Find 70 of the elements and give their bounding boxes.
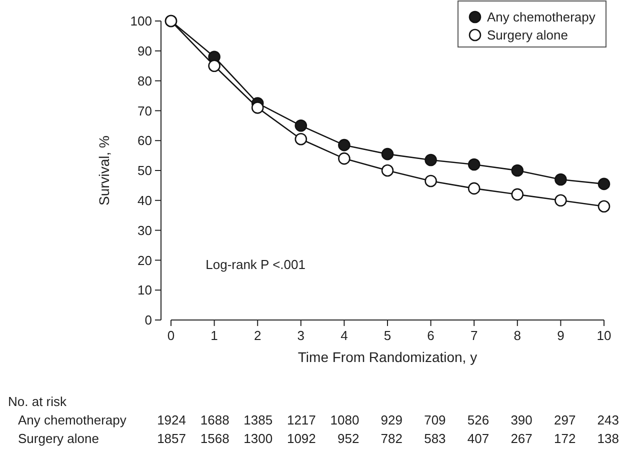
y-tick-label: 100 [130,14,152,29]
point [554,194,567,207]
x-tick-label: 6 [427,328,434,343]
point [294,120,308,132]
point [424,154,437,166]
point [554,173,567,186]
point [381,148,394,160]
x-tick-label: 5 [384,328,392,343]
x-axis-title: Time From Randomization, y [298,349,478,365]
text: 929 [380,412,402,428]
y-tick-label: 10 [138,282,152,298]
y-tick-label: 0 [144,312,152,328]
text: 1300 [244,431,273,446]
point [294,132,308,146]
text: Any chemotherapy [18,412,127,428]
point [511,188,524,201]
text: 1857 [157,431,186,446]
point [424,174,437,188]
text: 390 [510,412,532,428]
text: 407 [467,431,490,446]
y-tick-label: 80 [138,73,152,88]
y-axis-title: Survival, % [96,135,112,206]
x-tick-label: 4 [340,328,348,343]
x-tick-label: 7 [470,328,478,343]
text: 172 [554,431,576,446]
text: 709 [424,412,446,428]
point [598,200,610,213]
y-tick-label: 20 [138,252,152,268]
text: Surgery alone [18,431,99,446]
text: 297 [554,412,576,428]
annotation: Log-rank P <.001 [206,257,306,272]
text: 267 [510,431,532,446]
y-tick-label: 60 [138,133,152,148]
text: 782 [380,431,402,446]
point [511,164,524,177]
point [598,178,610,190]
y-tick-label: 90 [138,43,152,58]
point [381,164,394,177]
x-tick-label: 10 [596,328,612,343]
text: 526 [467,412,490,428]
point [468,182,480,195]
y-tick-label: 30 [138,222,152,238]
x-tick-label: 2 [254,328,262,343]
text: 1092 [286,431,316,446]
text: 1385 [244,412,273,428]
legend-label: Any chemotherapy [487,10,596,25]
y-tick-label: 40 [138,192,152,208]
text: 583 [424,431,446,446]
point [251,102,264,114]
x-tick-label: 9 [557,328,564,343]
text: 138 [597,431,619,446]
x-tick-label: 3 [297,328,305,343]
text: 1924 [157,412,186,428]
text: 243 [597,412,619,428]
point [338,138,350,152]
text: 1217 [286,412,316,428]
text: 1688 [200,412,230,428]
text: 1568 [200,431,230,446]
point [208,60,220,72]
y-tick-label: 70 [138,103,152,118]
point [468,158,480,171]
point [338,152,350,165]
text: 952 [337,431,360,446]
x-tick-label: 0 [167,328,175,343]
text: No. at risk [8,394,68,409]
text: 1080 [330,412,360,428]
legend-label: Surgery alone [487,28,568,43]
y-tick-label: 50 [138,163,152,178]
x-tick-label: 8 [514,328,522,343]
x-tick-label: 1 [210,328,218,343]
